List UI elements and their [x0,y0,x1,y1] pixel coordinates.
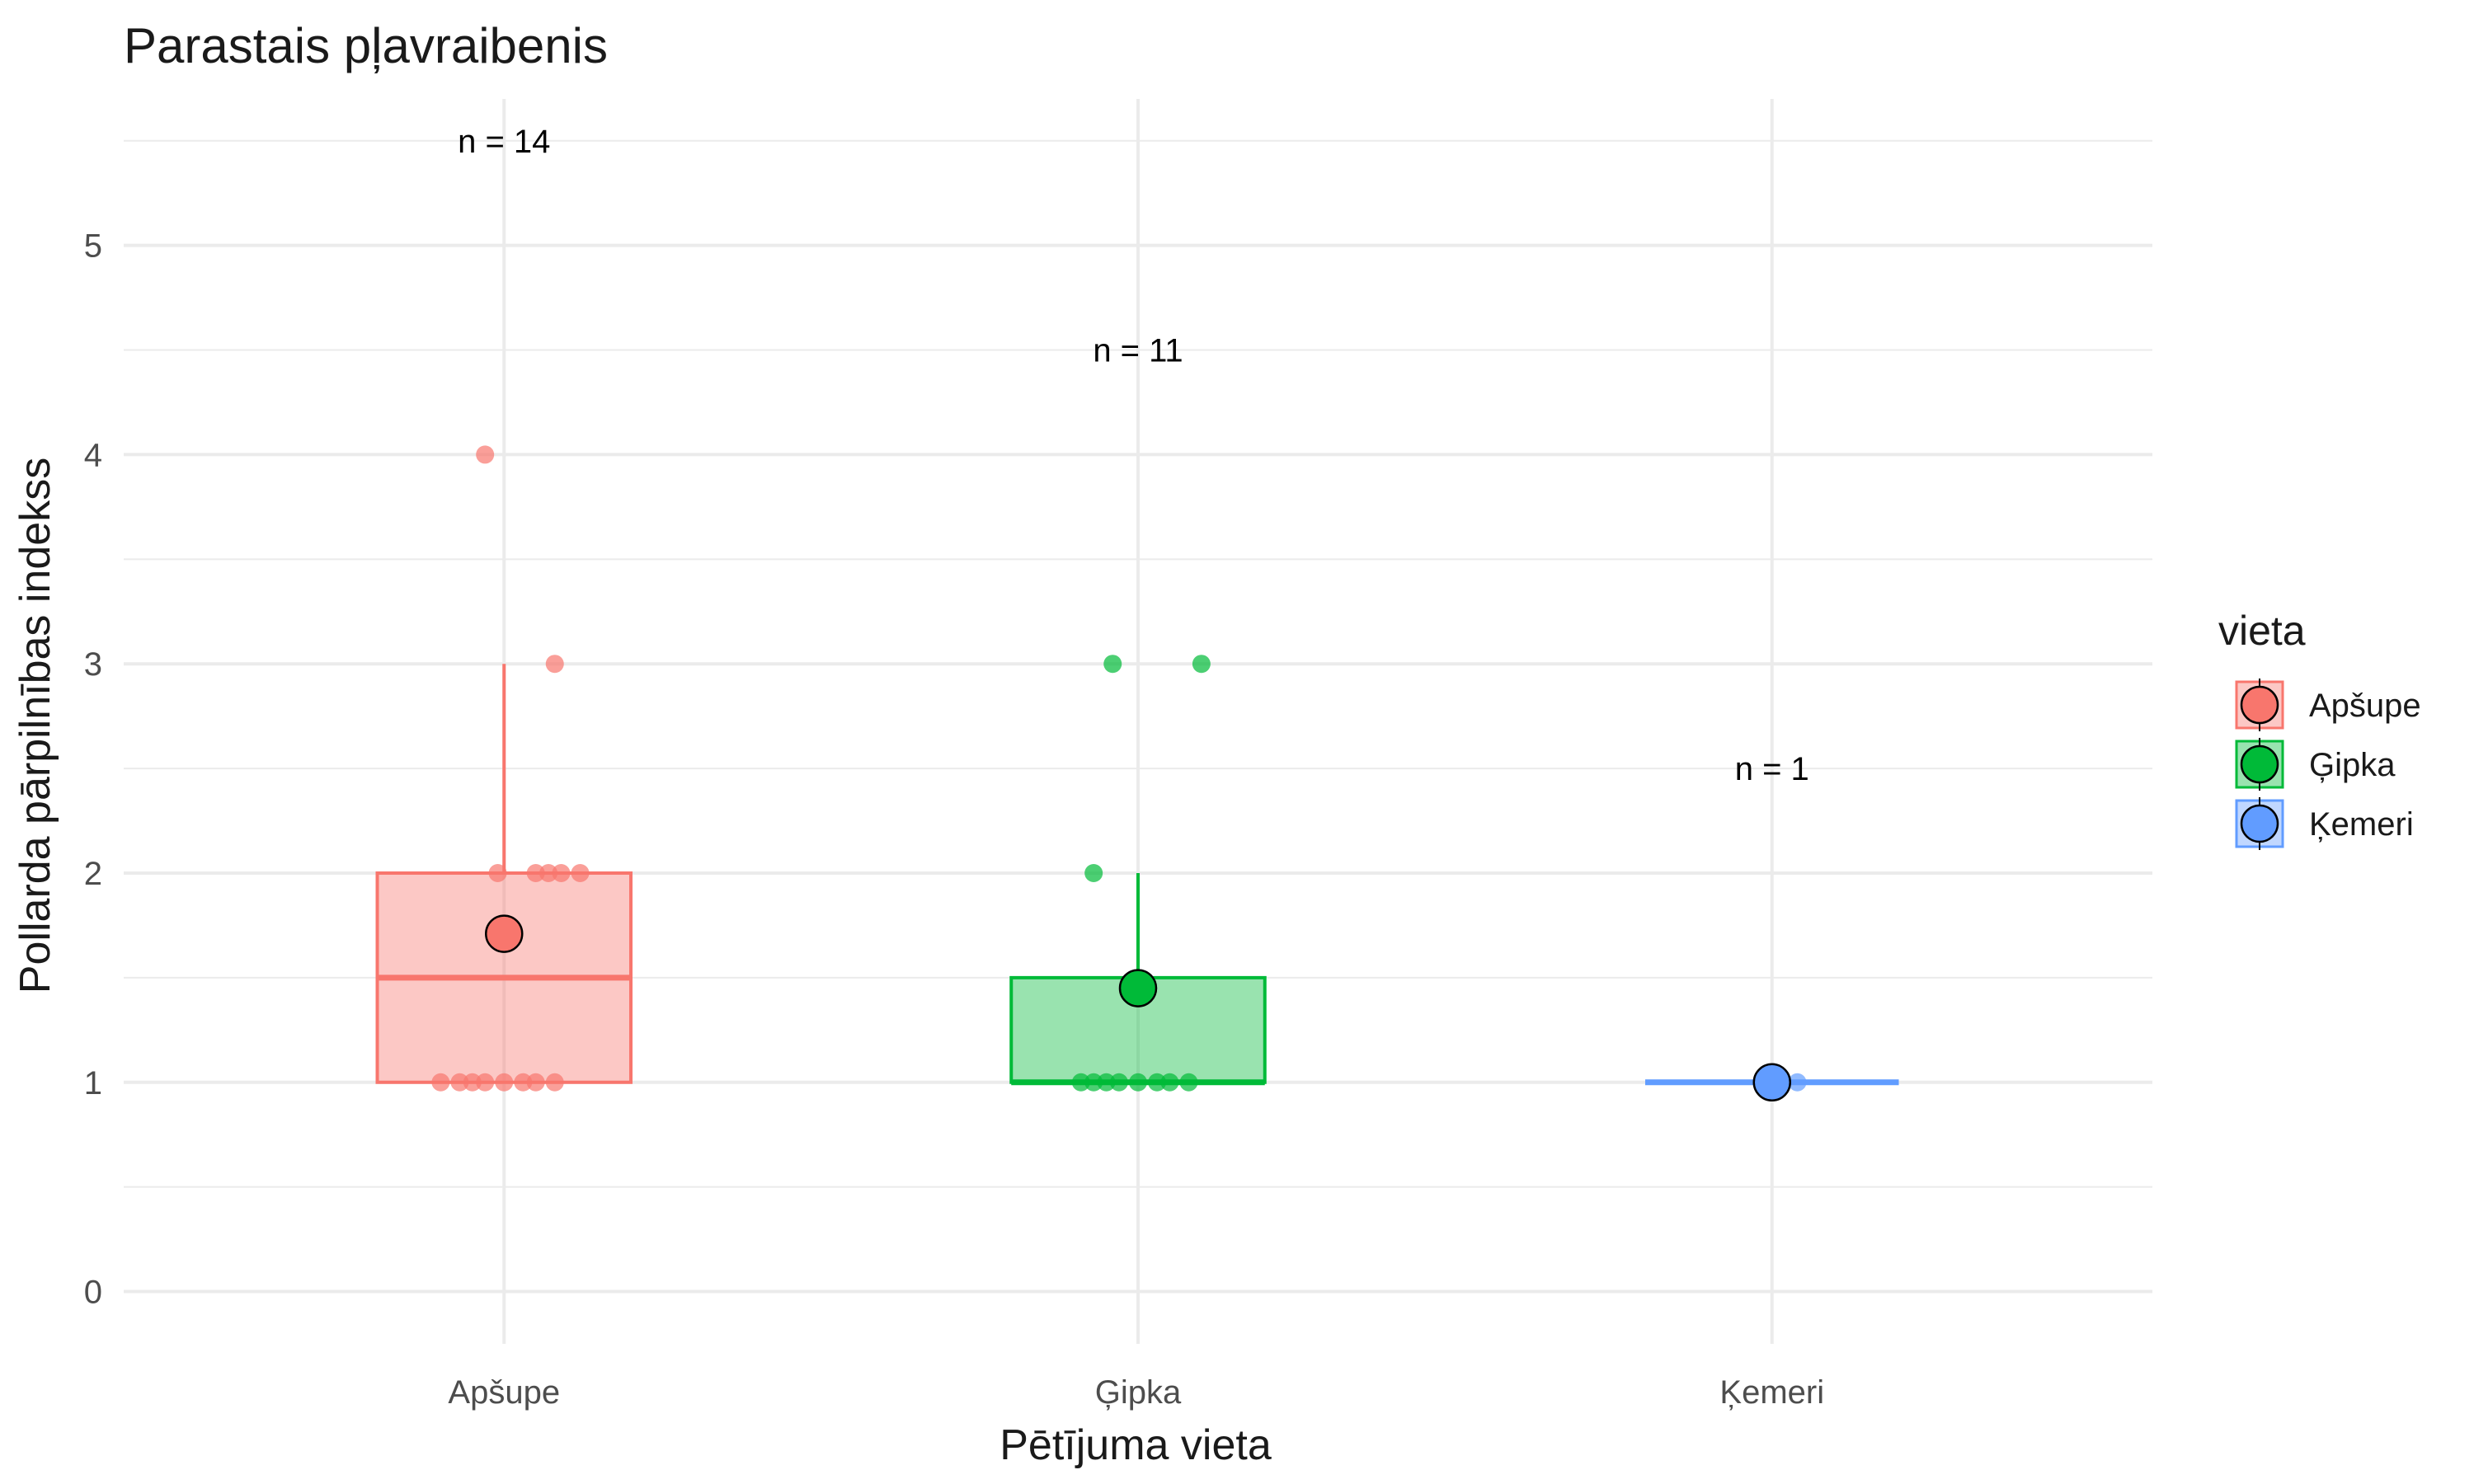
y-tick-label: 1 [84,1065,102,1101]
data-point [539,863,558,882]
legend-label: Apšupe [2309,688,2421,724]
data-point [1160,1073,1179,1092]
legend-item: Ģipka [2235,738,2396,791]
data-point [1109,1073,1128,1092]
plot-data: n = 14 n = 11 n = 1 [375,124,1899,1102]
mean-marker [1118,969,1158,1007]
data-point [526,863,545,882]
data-point [1103,655,1122,674]
x-tick-label: Apšupe [448,1374,560,1411]
mean-marker [485,914,524,953]
legend-key-marker [2240,685,2279,725]
data-point [571,863,590,882]
data-point [545,1073,564,1092]
n-label: n = 1 [1735,751,1809,787]
data-point [526,1073,545,1092]
data-point [476,1073,495,1092]
data-point [1084,1073,1103,1092]
y-axis-title: Pollarda pārpilnības indekss [12,458,59,993]
x-axis-title: Pētījuma vieta [999,1421,1272,1469]
data-point [1084,863,1103,882]
legend-item: Ķemeri [2235,797,2414,850]
data-point [476,445,495,464]
legend-key-marker [2240,744,2279,784]
y-tick-label: 4 [84,437,102,473]
box-group: n = 1 [1645,751,1899,1102]
data-point [450,1073,469,1092]
x-tick-label: Ķemeri [1719,1374,1824,1411]
data-point [545,655,564,674]
chart-title: Parastais pļavraibenis [124,18,608,73]
data-point [1192,655,1211,674]
n-label: n = 11 [1093,333,1183,369]
box-group: n = 14 [375,124,633,1092]
data-point [1071,1073,1090,1092]
y-tick-label: 0 [84,1275,102,1311]
data-point [1097,1073,1116,1092]
data-point [488,863,507,882]
axes: 0 1 2 3 4 5 Apšupe Ģipka Ķemeri [84,228,1824,1411]
y-tick-label: 3 [84,646,102,683]
y-tick-label: 2 [84,856,102,892]
legend: vieta Apšupe Ģipka Ķemeri [2218,608,2421,850]
mean-marker [1752,1063,1791,1102]
data-point [1129,1073,1147,1092]
data-point [495,1073,514,1092]
data-point [1788,1073,1807,1092]
y-tick-label: 5 [84,228,102,265]
x-tick-label: Ģipka [1095,1374,1182,1411]
legend-label: Ģipka [2309,747,2396,783]
data-point [1148,1073,1167,1092]
legend-title: vieta [2218,608,2306,654]
legend-item: Apšupe [2235,679,2421,731]
data-point [463,1073,482,1092]
data-point [552,863,571,882]
n-label: n = 14 [458,124,550,160]
data-point [431,1073,450,1092]
legend-key-marker [2240,804,2279,843]
legend-label: Ķemeri [2309,806,2414,843]
grid-lines [124,99,2152,1344]
data-point [514,1073,533,1092]
box-group: n = 11 [1009,333,1267,1092]
data-point [1179,1073,1198,1092]
